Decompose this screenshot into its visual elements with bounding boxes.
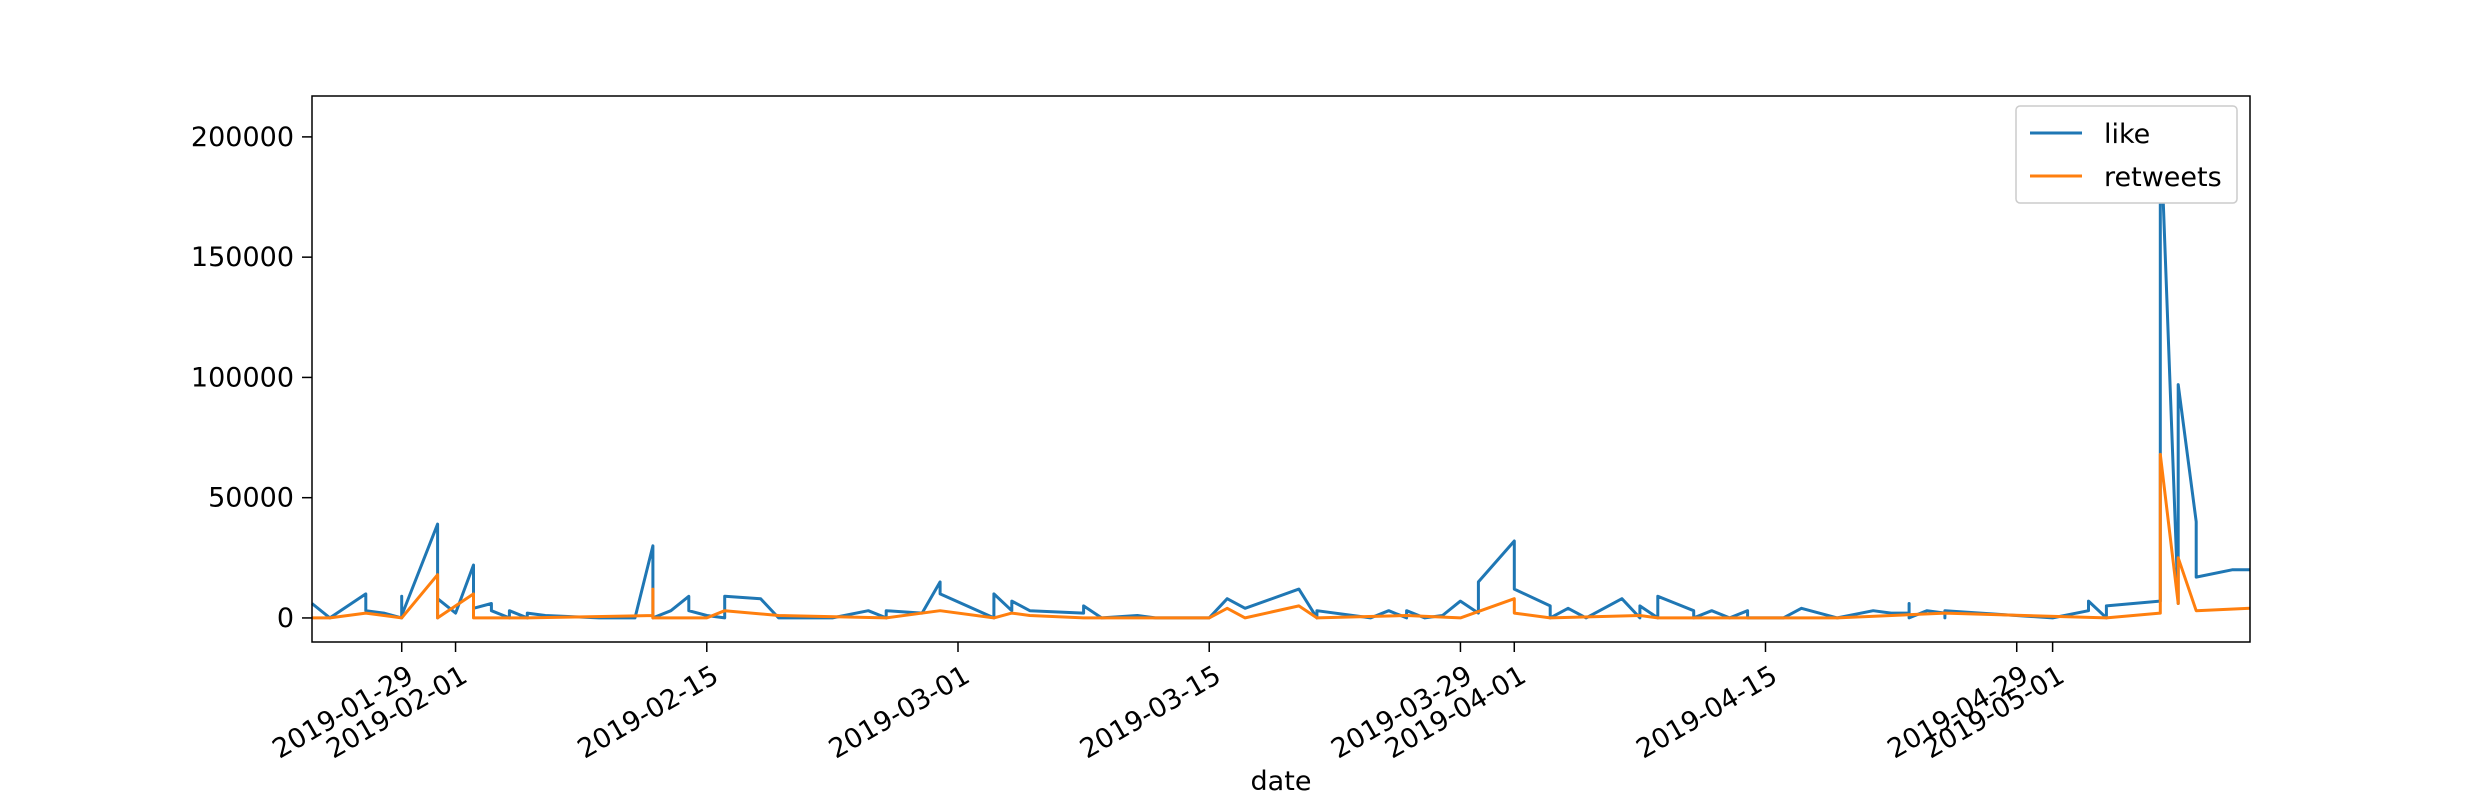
legend: like retweets — [2015, 105, 2238, 204]
series-lines — [311, 121, 2251, 620]
legend-label-retweets: retweets — [2104, 162, 2222, 193]
y-tick-label: 0 — [277, 603, 294, 634]
legend-label-like: like — [2104, 119, 2150, 150]
y-tick-label: 50000 — [208, 483, 294, 514]
y-tick-label: 200000 — [191, 122, 294, 153]
legend-box — [2015, 105, 2238, 204]
y-axis: 0 50000 100000 150000 200000 — [191, 122, 312, 634]
axes-frame — [311, 95, 2251, 643]
y-tick-label: 100000 — [191, 362, 294, 393]
x-axis-label: date — [1251, 766, 1312, 797]
y-tick-label: 150000 — [191, 242, 294, 273]
series-line-retweets — [312, 452, 2251, 620]
